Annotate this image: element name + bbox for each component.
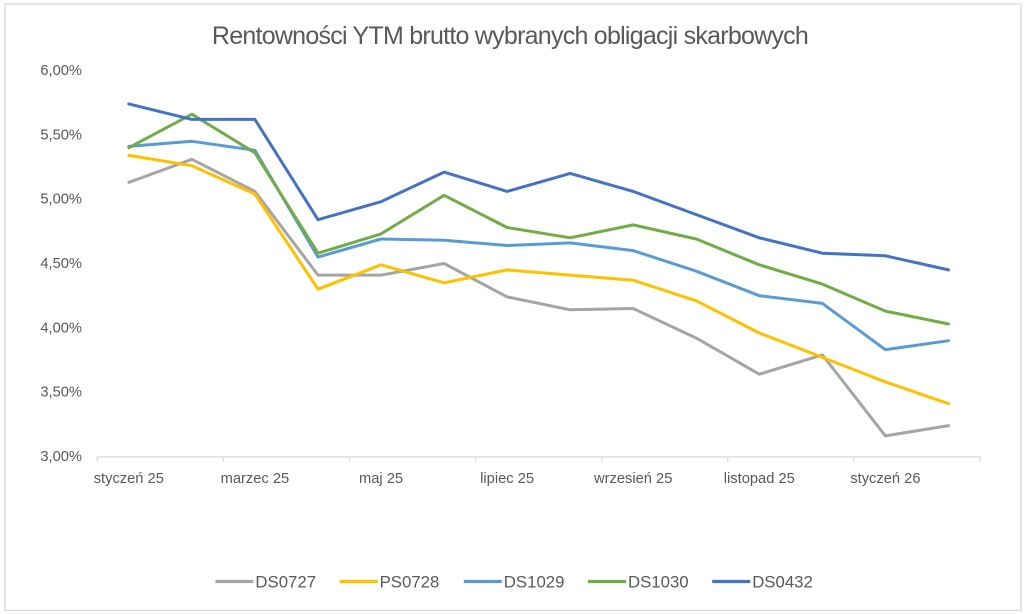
svg-text:lipiec 25: lipiec 25	[480, 471, 534, 487]
svg-text:maj 25: maj 25	[359, 471, 403, 487]
svg-text:5,50%: 5,50%	[40, 127, 82, 143]
svg-text:6,00%: 6,00%	[40, 63, 82, 79]
svg-text:3,00%: 3,00%	[40, 449, 82, 465]
svg-text:DS0727: DS0727	[255, 572, 316, 591]
svg-text:DS0432: DS0432	[752, 572, 813, 591]
svg-text:3,50%: 3,50%	[40, 385, 82, 401]
svg-text:wrzesień 25: wrzesień 25	[593, 471, 672, 487]
svg-text:5,00%: 5,00%	[40, 192, 82, 208]
svg-text:styczeń 25: styczeń 25	[94, 471, 164, 487]
svg-text:Rentowności YTM brutto wybrany: Rentowności YTM brutto wybranych obligac…	[212, 22, 808, 50]
svg-text:4,00%: 4,00%	[40, 320, 82, 336]
svg-text:4,50%: 4,50%	[40, 256, 82, 272]
svg-text:marzec 25: marzec 25	[221, 471, 290, 487]
svg-text:PS0728: PS0728	[380, 572, 440, 591]
svg-text:DS1030: DS1030	[628, 572, 689, 591]
svg-text:listopad 25: listopad 25	[724, 471, 795, 487]
svg-text:DS1029: DS1029	[504, 572, 565, 591]
svg-text:styczeń 26: styczeń 26	[850, 471, 920, 487]
